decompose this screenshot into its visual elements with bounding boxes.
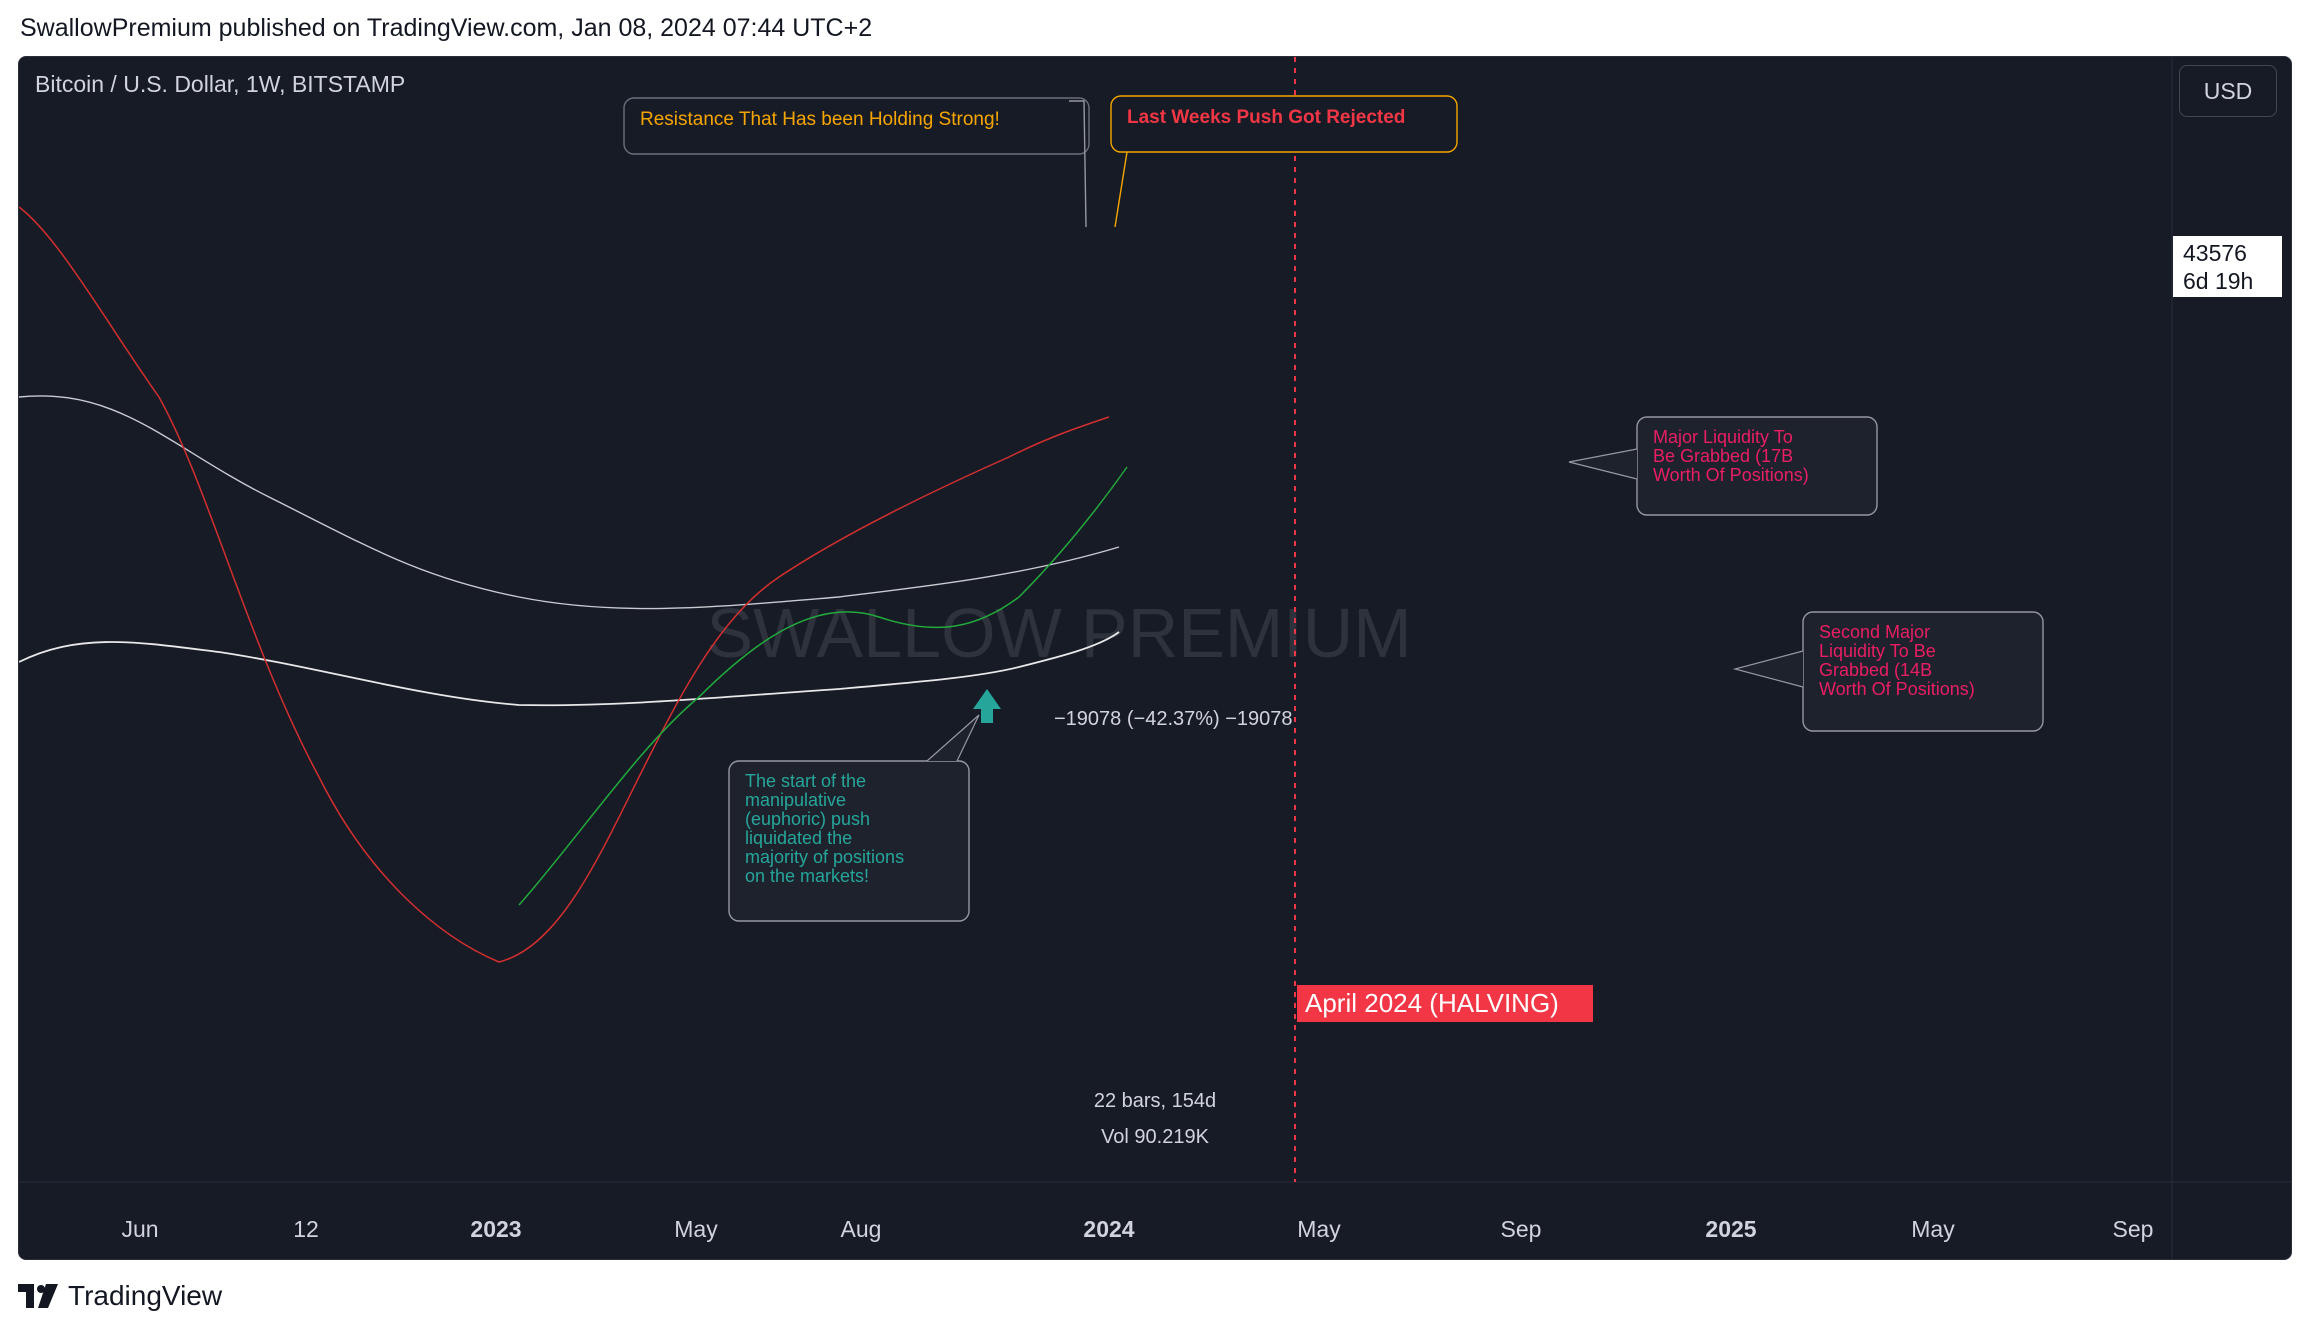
liquidity-14b-callout-text: Liquidity To Be — [1819, 641, 1936, 661]
ma-50-line — [518, 466, 1128, 906]
watermark-text: SWALLOW PREMIUM — [706, 594, 1411, 672]
time-tick-label: 2023 — [470, 1216, 521, 1242]
measure-change-label: −19078 (−42.37%) −19078 — [1054, 708, 1293, 730]
resistance-pointer — [1069, 100, 1087, 228]
tradingview-icon — [18, 1284, 58, 1308]
liquidity-17b-callout-text: Worth Of Positions) — [1653, 465, 1809, 485]
time-tick-label: May — [1297, 1216, 1341, 1242]
time-tick-label: May — [674, 1216, 718, 1242]
last-price-value: 43576 — [2183, 240, 2247, 266]
footer — [0, 1262, 2308, 1328]
manipulation-callout-text: (euphoric) push — [745, 809, 870, 829]
time-tick-label: 2025 — [1705, 1216, 1756, 1242]
halving-label-bg — [1297, 985, 1593, 1022]
bar-countdown: 6d 19h — [2183, 268, 2254, 294]
last-price-tag: 43576 6d 19h — [2173, 236, 2282, 297]
time-tick-label: Aug — [841, 1216, 882, 1242]
liquidity-14b-callout-text: Worth Of Positions) — [1819, 679, 1975, 699]
currency-button[interactable]: USD — [2179, 65, 2277, 117]
rejected-callout-box — [1110, 95, 1458, 153]
ma-21-line — [19, 206, 1110, 963]
rejected-callout-text: Last Weeks Push Got Rejected — [1127, 107, 1405, 128]
manipulation-callout-box — [728, 760, 970, 922]
halving-label: April 2024 (HALVING) — [1305, 988, 1559, 1018]
liquidity-14b-callout-text: Grabbed (14B — [1819, 660, 1932, 680]
resistance-callout-text: Resistance That Has been Holding Strong! — [640, 109, 1000, 130]
tradingview-logo[interactable]: TradingView — [18, 1280, 222, 1312]
manipulation-callout-text: The start of the — [745, 771, 866, 791]
liquidity-17b-callout-text: Major Liquidity To — [1653, 427, 1793, 447]
measure-volume-label: Vol 90.219K — [1101, 1126, 1210, 1148]
up-arrow-icon — [973, 689, 1001, 723]
manipulation-callout-text: on the markets! — [745, 866, 869, 886]
liquidity-14b-pointer — [1732, 650, 1804, 688]
publish-info: SwallowPremium published on TradingView.… — [20, 14, 873, 42]
manipulation-callout-text: majority of positions — [745, 847, 904, 867]
resistance-callout-box — [623, 97, 1090, 155]
price-chart[interactable]: 5000046000380003400030000270002500023000… — [19, 57, 2291, 1259]
publish-header: SwallowPremium published on TradingView.… — [0, 0, 2308, 58]
manipulation-pointer — [926, 714, 980, 762]
chart-panel[interactable]: 5000046000380003400030000270002500023000… — [18, 56, 2292, 1260]
ma-200-line — [19, 631, 1120, 707]
measure-bars-label: 22 bars, 154d — [1094, 1090, 1216, 1112]
time-tick-label: Sep — [2113, 1216, 2154, 1242]
time-tick-label: May — [1911, 1216, 1955, 1242]
tradingview-brand: TradingView — [68, 1280, 223, 1311]
manipulation-callout-text: manipulative — [745, 790, 846, 810]
liquidity-17b-callout-text: Be Grabbed (17B — [1653, 446, 1793, 466]
liquidity-17b-pointer — [1568, 448, 1638, 480]
symbol-title: Bitcoin / U.S. Dollar, 1W, BITSTAMP — [35, 71, 406, 97]
manipulation-callout-text: liquidated the — [745, 828, 852, 848]
time-tick-label: 12 — [293, 1216, 319, 1242]
ma-100-line — [19, 395, 1120, 610]
time-tick-label: Sep — [1501, 1216, 1542, 1242]
liquidity-14b-callout-text: Second Major — [1819, 622, 1930, 642]
time-tick-label: Jun — [121, 1216, 158, 1242]
time-tick-label: 2024 — [1083, 1216, 1134, 1242]
rejected-pointer — [1114, 151, 1128, 228]
